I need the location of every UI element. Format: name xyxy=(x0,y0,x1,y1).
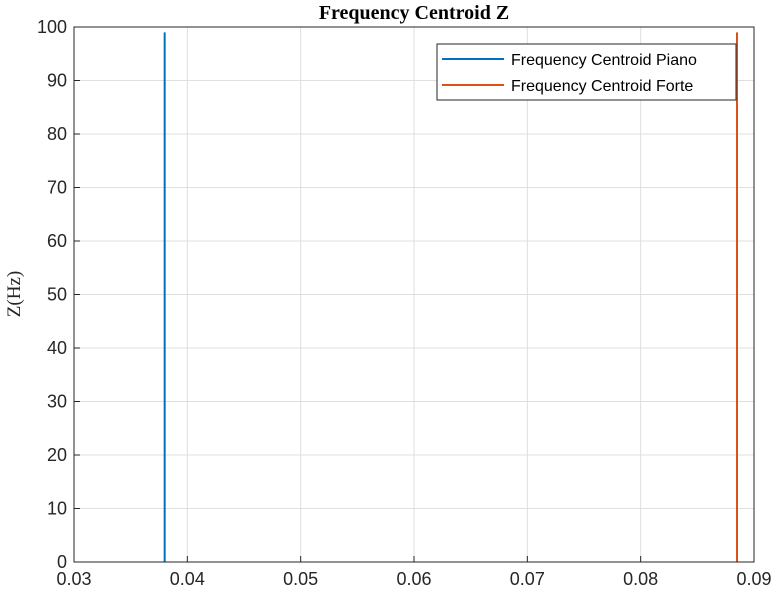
y-tick-label: 70 xyxy=(47,178,67,198)
y-tick-label: 10 xyxy=(47,499,67,519)
legend-label-2: Frequency Centroid Forte xyxy=(511,78,693,95)
x-tick-label: 0.06 xyxy=(396,569,431,589)
legend: Frequency Centroid Piano Frequency Centro… xyxy=(436,43,737,101)
x-tick-label: 0.07 xyxy=(510,569,545,589)
series-group xyxy=(163,32,738,562)
legend-label-1: Frequency Centroid Piano xyxy=(511,52,697,69)
ticks: 0.03 0.04 0.05 0.06 0.07 0.08 0.09 0 10 20 30 40 50 6… xyxy=(37,17,772,589)
y-tick-label: 0 xyxy=(57,552,67,572)
chart-title: Frequency Centroid Z xyxy=(319,2,509,24)
y-tick-label: 60 xyxy=(47,231,67,251)
y-tick-label: 50 xyxy=(47,285,67,305)
y-tick-label: 40 xyxy=(47,338,67,358)
x-tick-label: 0.05 xyxy=(283,569,318,589)
grid xyxy=(74,27,754,562)
x-tick-label: 0.08 xyxy=(623,569,658,589)
legend-box xyxy=(436,43,737,101)
y-tick-label: 20 xyxy=(47,445,67,465)
y-tick-label: 30 xyxy=(47,392,67,412)
y-axis-label: Z(Hz) xyxy=(4,271,25,317)
y-tick-label: 80 xyxy=(47,124,67,144)
x-tick-label: 0.04 xyxy=(170,569,205,589)
y-tick-label: 100 xyxy=(37,17,67,37)
y-tick-label: 90 xyxy=(47,71,67,91)
x-tick-label: 0.03 xyxy=(56,569,91,589)
x-tick-label: 0.09 xyxy=(736,569,771,589)
